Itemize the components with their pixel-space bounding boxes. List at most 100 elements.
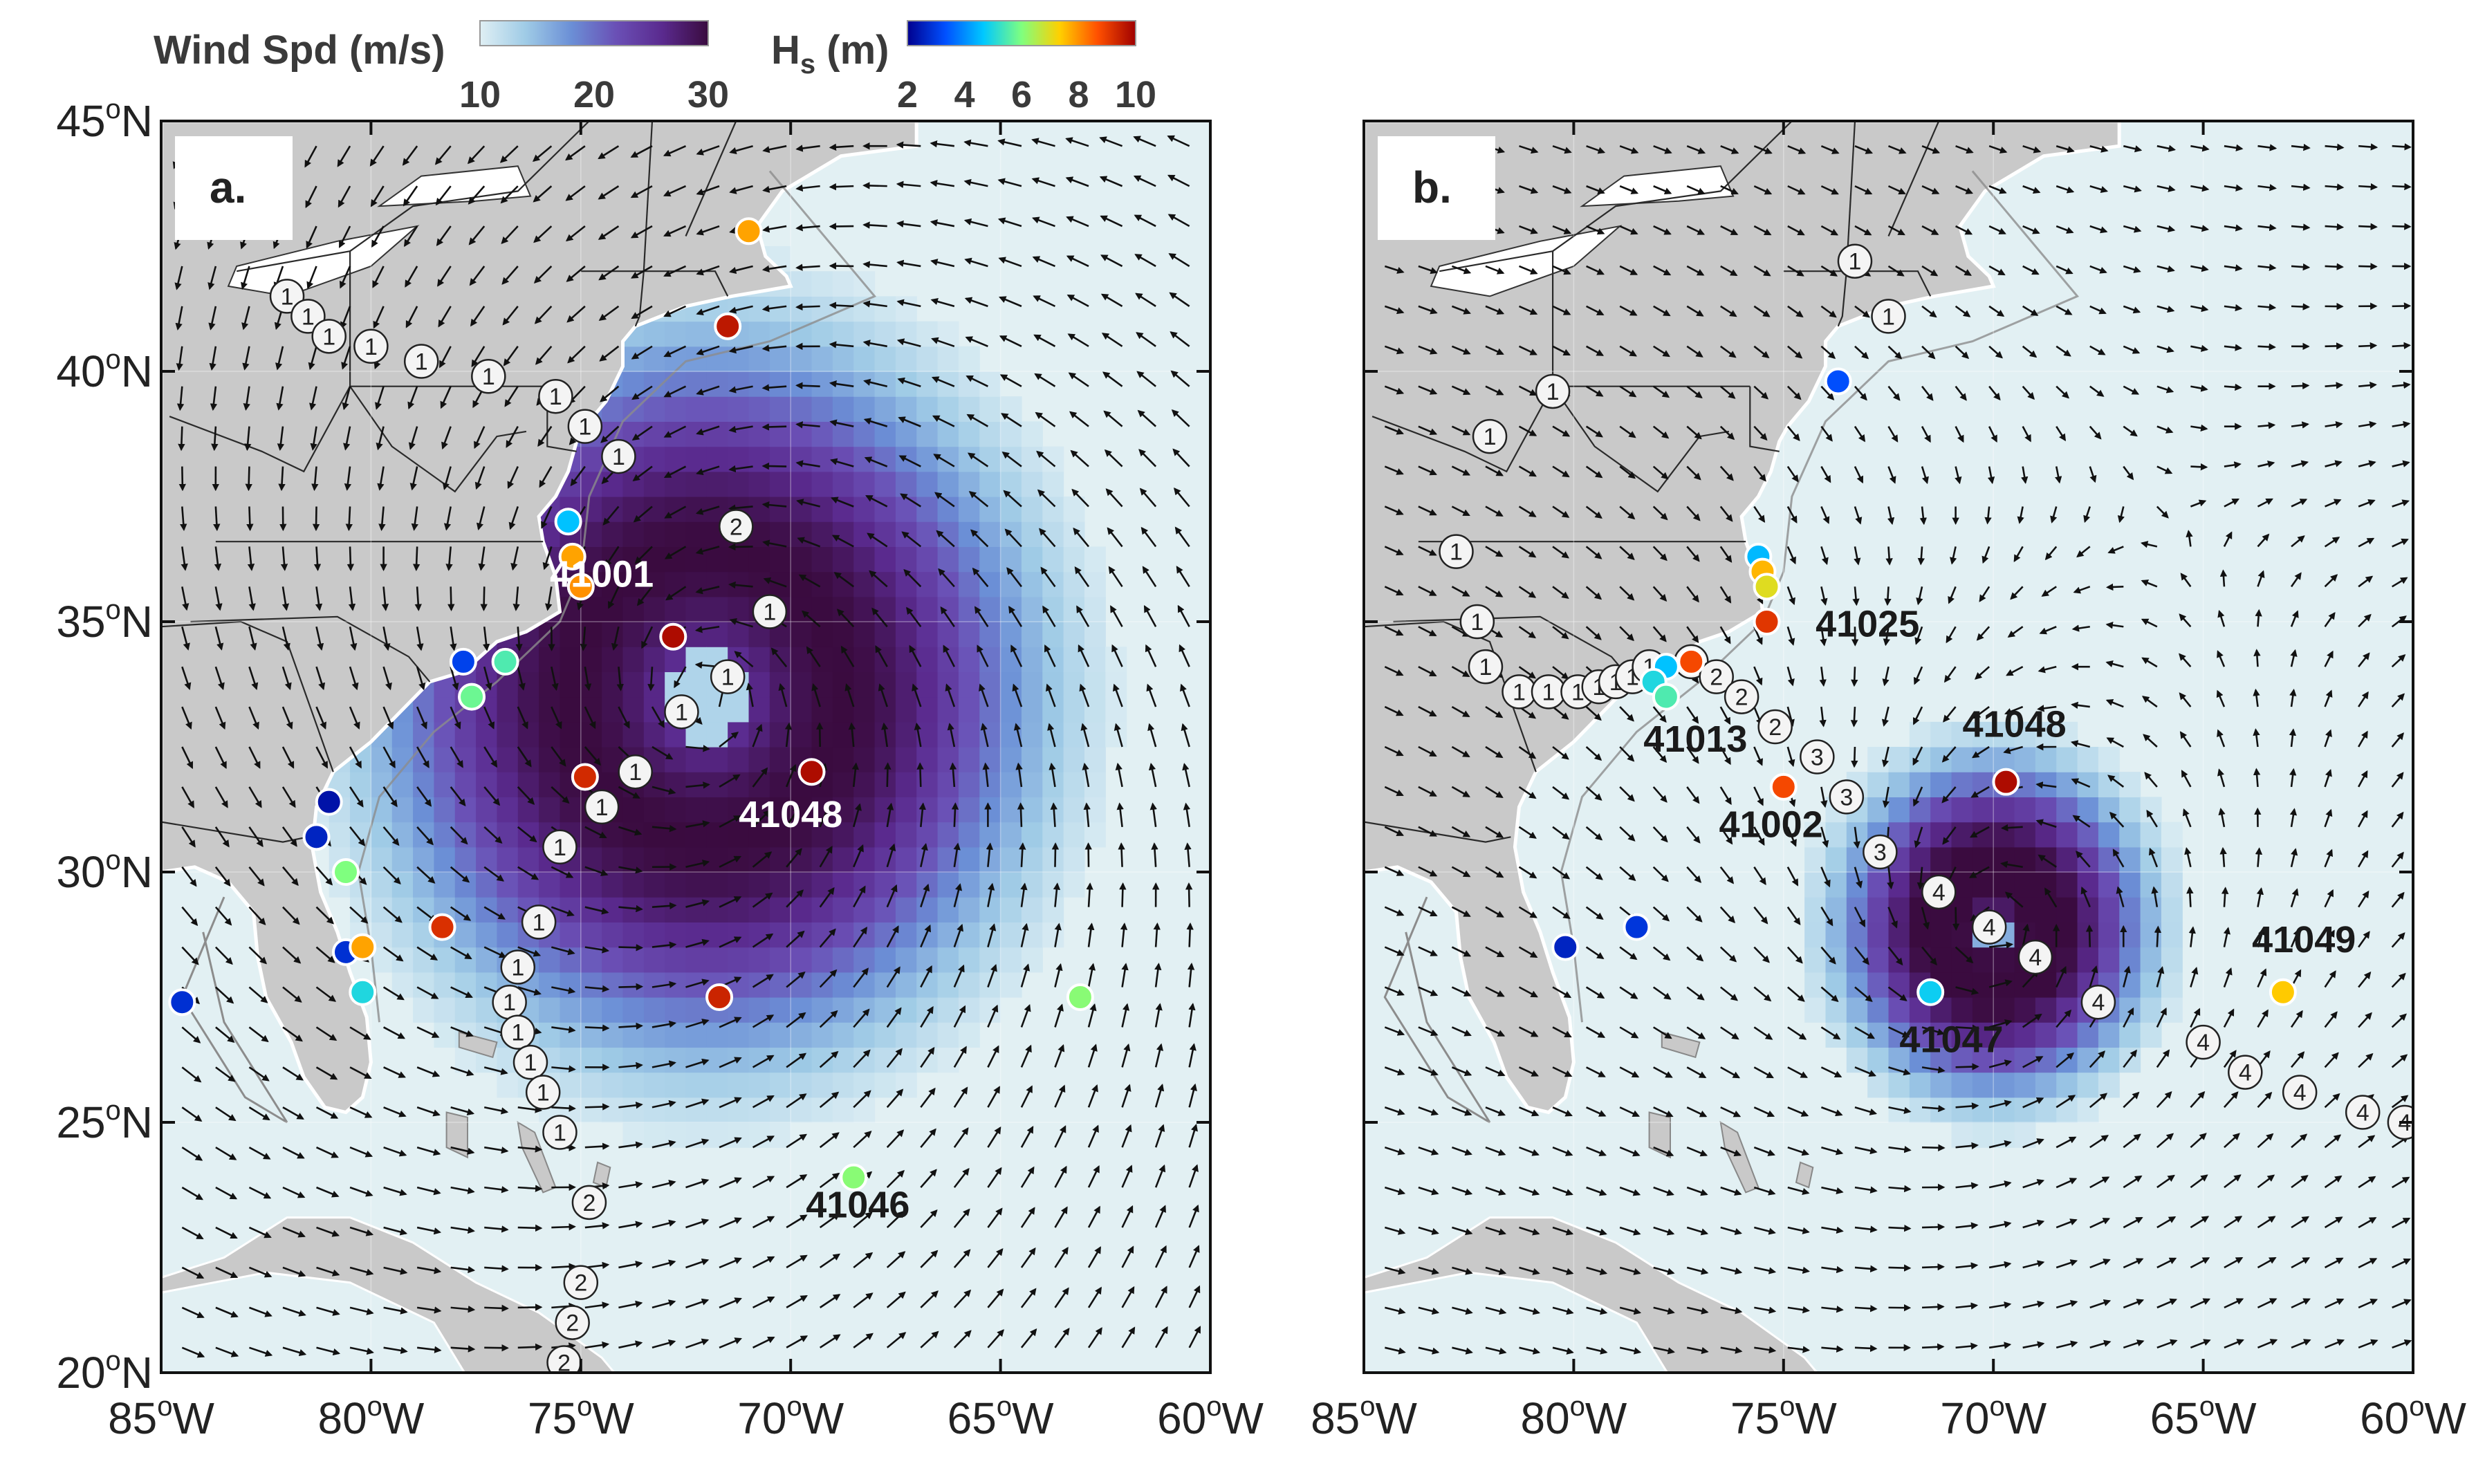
- wind-cell: [958, 872, 980, 898]
- wind-cell: [602, 872, 624, 898]
- wind-cell: [769, 497, 791, 522]
- wind-cell: [1000, 772, 1022, 797]
- wind-cell: [1930, 1097, 1952, 1123]
- wind-cell: [2161, 947, 2183, 973]
- hs-tick-label: 8: [1068, 74, 1089, 115]
- wind-cell: [706, 1122, 728, 1148]
- wind-cell: [832, 546, 854, 573]
- wind-cell: [329, 822, 351, 848]
- wind-cell: [1972, 797, 1994, 823]
- wind-cell: [580, 647, 602, 672]
- wind-cell: [706, 1072, 728, 1098]
- wind-cell: [832, 346, 854, 372]
- wind-arrow: [2000, 824, 2023, 832]
- longitude-label: 60oW: [1157, 1391, 1264, 1443]
- wind-cell: [622, 1097, 645, 1123]
- wind-cell: [769, 696, 791, 723]
- wind-cell: [454, 797, 477, 823]
- wind-cell: [769, 521, 791, 547]
- wind-cell: [2098, 822, 2120, 848]
- wind-cell: [2098, 1072, 2120, 1098]
- wind-cell: [832, 1047, 854, 1073]
- wind-cell: [2077, 872, 2099, 898]
- wind-arrow: [2392, 183, 2412, 191]
- wind-arrow: [245, 466, 252, 492]
- wind-cell: [2035, 872, 2057, 898]
- wind-cell: [434, 747, 456, 772]
- wind-cell: [853, 446, 876, 472]
- wind-cell: [1888, 897, 1910, 922]
- wind-cell: [391, 872, 414, 898]
- wind-cell: [811, 822, 833, 848]
- track-category-label: 1: [511, 1020, 524, 1046]
- wind-cell: [497, 747, 519, 772]
- wind-cell: [874, 747, 896, 772]
- wind-cell: [874, 622, 896, 647]
- wind-cell: [811, 947, 833, 973]
- wind-cell: [1105, 696, 1127, 723]
- wind-cell: [937, 696, 959, 723]
- wind-cell: [2014, 1072, 2036, 1098]
- wind-cell: [706, 571, 728, 597]
- wind-cell: [748, 1072, 770, 1098]
- wind-cell: [643, 647, 665, 672]
- wind-cell: [853, 997, 876, 1023]
- buoy-marker: [168, 988, 196, 1017]
- wind-cell: [853, 972, 876, 998]
- wind-cell: [602, 647, 624, 672]
- wind-cell: [979, 396, 1001, 422]
- wind-cell: [706, 346, 728, 372]
- wind-cell: [685, 521, 708, 547]
- wind-cell: [476, 822, 498, 848]
- wind-cell: [1930, 747, 1952, 772]
- wind-cell: [1021, 497, 1043, 522]
- wind-cell: [1972, 947, 1994, 973]
- wind-cell: [1909, 1072, 1931, 1098]
- wind-cell: [791, 271, 813, 297]
- wind-arrow: [795, 303, 820, 311]
- wind-cell: [2056, 922, 2078, 948]
- wind-cell: [748, 822, 770, 848]
- track-category-label: 1: [1546, 379, 1560, 405]
- wind-cell: [602, 897, 624, 922]
- wind-cell: [1993, 947, 2015, 973]
- wind-cell: [391, 772, 414, 797]
- wind-cell: [539, 671, 561, 698]
- latitude-label: 45oN: [56, 94, 153, 146]
- buoy-marker: [1066, 983, 1094, 1011]
- buoy-marker: [735, 217, 763, 245]
- wind-cell: [832, 396, 854, 422]
- wind-cell: [979, 471, 1001, 497]
- wind-cell: [539, 997, 561, 1023]
- wind-cell: [1042, 747, 1064, 772]
- wind-cell: [2140, 872, 2162, 898]
- hs-colorbar-ramp: [907, 20, 1136, 46]
- buoy-marker: [554, 508, 582, 536]
- wind-cell: [580, 872, 602, 898]
- wind-cell: [643, 396, 665, 422]
- wind-cell: [769, 421, 791, 447]
- wind-cell: [2098, 922, 2120, 948]
- wind-cell: [413, 846, 435, 873]
- wind-cell: [895, 346, 917, 372]
- wind-cell: [622, 346, 645, 372]
- wind-cell: [622, 622, 645, 647]
- wind-cell: [874, 671, 896, 698]
- wind-cell: [832, 1097, 854, 1123]
- wind-cell: [979, 922, 1001, 948]
- wind-cell: [1993, 846, 2015, 873]
- wind-cell: [1930, 1072, 1952, 1098]
- track-marker: 2: [563, 1265, 599, 1300]
- wind-arrow: [916, 762, 924, 787]
- wind-cell: [602, 721, 624, 748]
- wind-cell: [874, 772, 896, 797]
- wind-cell: [580, 922, 602, 948]
- track-category-label: 1: [1484, 424, 1497, 450]
- track-marker: 1: [353, 328, 389, 364]
- wind-cell: [665, 947, 687, 973]
- wind-arrow: [1952, 907, 1960, 931]
- wind-cell: [643, 321, 665, 347]
- wind-arrow: [517, 1343, 543, 1351]
- wind-cell: [371, 872, 393, 898]
- buoy-marker: [1753, 573, 1781, 601]
